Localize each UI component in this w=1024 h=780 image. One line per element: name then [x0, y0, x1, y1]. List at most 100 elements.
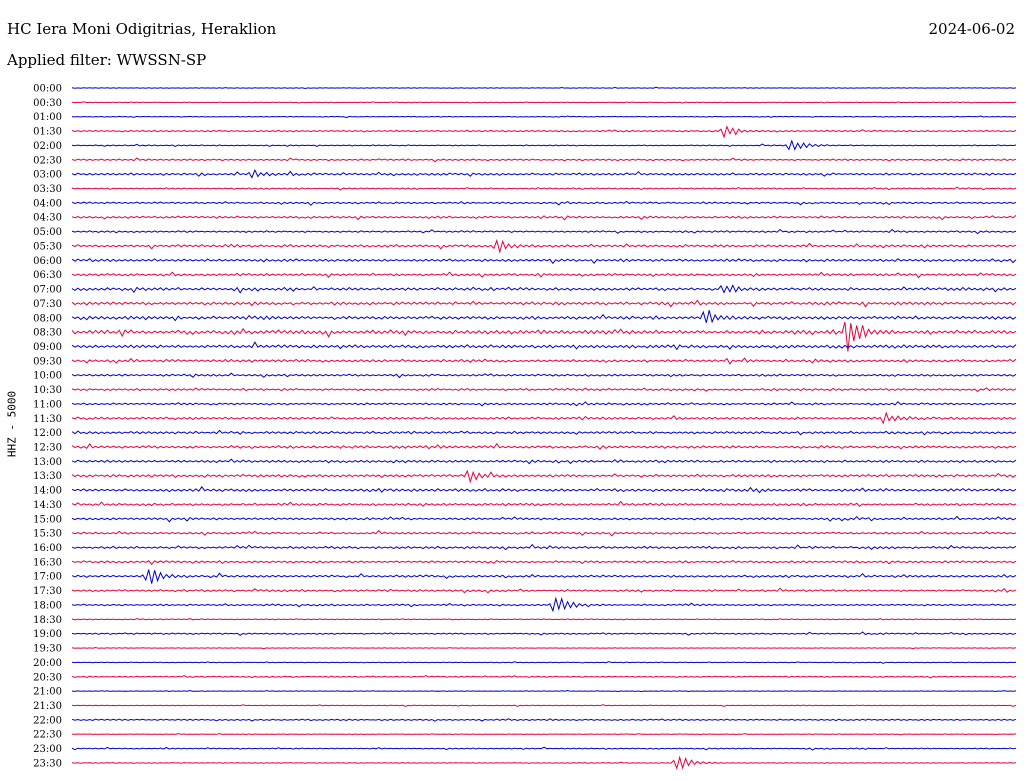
row-time-label: 09:00 — [33, 342, 62, 353]
trace-line — [71, 157, 1017, 163]
row-time-label: 22:00 — [33, 715, 62, 726]
trace-line — [71, 357, 1017, 365]
row-time-label: 16:30 — [33, 557, 62, 568]
row-time-label: 00:30 — [33, 98, 62, 109]
row-time-label: 13:00 — [33, 457, 62, 468]
trace-line — [71, 429, 1017, 436]
row-time-label: 17:00 — [33, 572, 62, 583]
trace-line — [71, 115, 1017, 119]
trace-line — [71, 321, 1017, 352]
row-time-label: 09:30 — [33, 356, 62, 367]
trace-line — [71, 596, 1017, 613]
trace-line — [71, 284, 1017, 294]
row-time-label: 15:00 — [33, 514, 62, 525]
row-time-label: 23:00 — [33, 744, 62, 755]
trace-line — [71, 543, 1017, 551]
trace-line — [71, 617, 1017, 621]
trace-line — [71, 485, 1017, 494]
trace-line — [71, 228, 1017, 235]
row-time-label: 01:00 — [33, 112, 62, 123]
row-time-label: 05:30 — [33, 241, 62, 252]
trace-line — [71, 675, 1017, 679]
trace-line — [71, 411, 1017, 425]
trace-line — [71, 200, 1017, 206]
row-time-label: 02:00 — [33, 141, 62, 152]
station-title: HC Iera Moni Odigitrias, Heraklion — [7, 20, 277, 38]
row-time-label: 04:30 — [33, 213, 62, 224]
trace-line — [71, 299, 1017, 308]
row-time-label: 12:00 — [33, 428, 62, 439]
row-time-label: 11:30 — [33, 414, 62, 425]
trace-line — [71, 372, 1017, 379]
trace-line — [71, 755, 1017, 771]
row-time-label: 10:30 — [33, 385, 62, 396]
date-label: 2024-06-02 — [928, 20, 1015, 38]
trace-line — [71, 733, 1017, 736]
trace-line — [71, 500, 1017, 507]
row-time-label: 02:30 — [33, 155, 62, 166]
row-time-label: 23:30 — [33, 758, 62, 769]
row-time-label: 20:30 — [33, 672, 62, 683]
trace-line — [71, 310, 1017, 324]
row-time-label: 17:30 — [33, 586, 62, 597]
row-time-label: 06:30 — [33, 270, 62, 281]
trace-line — [71, 689, 1017, 693]
trace-line — [71, 238, 1017, 254]
row-time-label: 18:00 — [33, 600, 62, 611]
trace-line — [71, 271, 1017, 279]
row-time-label: 16:00 — [33, 543, 62, 554]
trace-line — [71, 125, 1017, 139]
row-time-label: 00:00 — [33, 84, 62, 95]
trace-line — [71, 387, 1017, 393]
trace-line — [71, 442, 1017, 450]
row-time-label: 03:00 — [33, 170, 62, 181]
row-time-label: 08:00 — [33, 313, 62, 324]
row-time-label: 01:30 — [33, 127, 62, 138]
row-time-label: 12:30 — [33, 443, 62, 454]
trace-line — [71, 168, 1017, 179]
row-time-label: 20:00 — [33, 658, 62, 669]
row-time-label: 14:30 — [33, 500, 62, 511]
filter-label: Applied filter: WWSSN-SP — [7, 51, 207, 69]
row-time-label: 07:00 — [33, 285, 62, 296]
trace-line — [71, 529, 1017, 537]
row-time-label: 21:30 — [33, 701, 62, 712]
row-time-label: 07:30 — [33, 299, 62, 310]
trace-line — [71, 661, 1017, 664]
row-time-label: 15:30 — [33, 529, 62, 540]
trace-line — [71, 469, 1017, 484]
trace-line — [71, 559, 1017, 566]
trace-line — [71, 569, 1017, 584]
row-time-label: 13:30 — [33, 471, 62, 482]
trace-line — [71, 646, 1017, 650]
row-time-label: 11:00 — [33, 399, 62, 410]
trace-line — [71, 704, 1017, 707]
trace-line — [71, 515, 1017, 523]
trace-line — [71, 458, 1017, 465]
trace-line — [71, 86, 1017, 90]
row-time-label: 04:00 — [33, 198, 62, 209]
row-time-label: 18:30 — [33, 615, 62, 626]
trace-line — [71, 341, 1017, 351]
row-time-label: 21:00 — [33, 687, 62, 698]
row-time-label: 22:30 — [33, 730, 62, 741]
trace-line — [71, 139, 1017, 151]
trace-line — [71, 215, 1017, 221]
row-time-label: 14:00 — [33, 486, 62, 497]
row-time-label: 19:00 — [33, 629, 62, 640]
trace-line — [71, 101, 1017, 104]
trace-line — [71, 401, 1017, 407]
row-time-label: 08:30 — [33, 328, 62, 339]
trace-line — [71, 258, 1017, 265]
row-time-label: 10:00 — [33, 371, 62, 382]
row-time-label: 06:00 — [33, 256, 62, 267]
row-time-label: 05:00 — [33, 227, 62, 238]
row-time-label: 19:30 — [33, 644, 62, 655]
trace-line — [71, 631, 1017, 636]
trace-line — [71, 746, 1017, 751]
trace-line — [71, 587, 1017, 594]
row-time-label: 03:30 — [33, 184, 62, 195]
trace-line — [71, 718, 1017, 722]
trace-line — [71, 186, 1017, 191]
